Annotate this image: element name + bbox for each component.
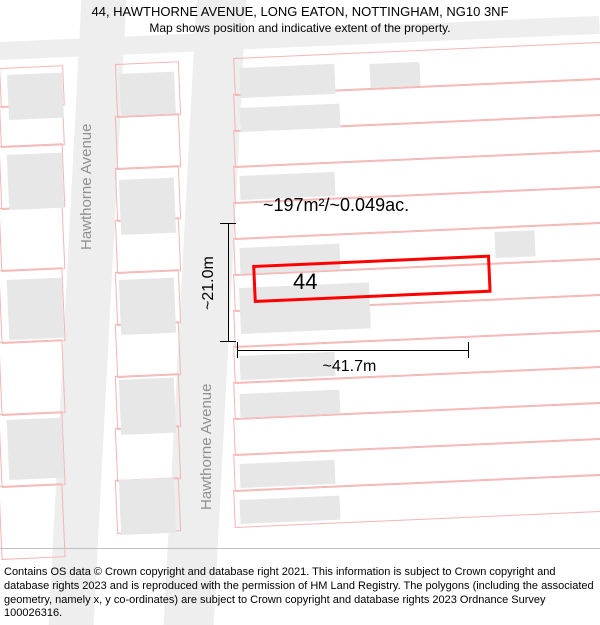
parcel-outline xyxy=(0,339,66,416)
header: 44, HAWTHORNE AVENUE, LONG EATON, NOTTIN… xyxy=(0,0,600,35)
parcel-outline xyxy=(233,114,600,168)
dim-cap-height-top xyxy=(220,223,236,224)
parcel-outline xyxy=(0,65,65,108)
parcel-outline xyxy=(115,165,181,222)
dim-cap-height-bottom xyxy=(220,341,236,342)
parcel-outline xyxy=(115,373,181,430)
copyright-footer: Contains OS data © Crown copyright and d… xyxy=(4,566,596,621)
parcel-outline xyxy=(115,269,181,326)
road-vertical-left xyxy=(49,0,127,625)
road-label-right: Hawthorne Avenue xyxy=(198,384,215,510)
building-footprint xyxy=(7,278,65,340)
property-address: 44, HAWTHORNE AVENUE, LONG EATON, NOTTIN… xyxy=(0,0,600,19)
dim-label-height: ~21.0m xyxy=(200,256,218,310)
parcel-outline xyxy=(233,294,600,348)
road-label-left: Hawthorne Avenue xyxy=(78,124,95,250)
parcel-outline xyxy=(115,217,181,274)
footer-rule xyxy=(0,548,600,549)
building-footprint xyxy=(7,418,65,480)
building-footprint xyxy=(239,64,335,98)
building-footprint xyxy=(119,178,176,235)
dim-line-width xyxy=(237,350,468,351)
parcel-outline xyxy=(233,474,600,528)
parcel-outline xyxy=(233,330,600,384)
building-footprint xyxy=(239,496,340,524)
parcel-outline xyxy=(233,78,600,132)
map-canvas: Hawthorne Avenue Hawthorne Avenue 44 ~21… xyxy=(0,0,600,625)
dim-cap-width-right xyxy=(468,342,469,358)
parcel-outline xyxy=(115,113,181,170)
building-footprint xyxy=(239,460,335,488)
parcel-outline xyxy=(233,402,600,456)
building-footprint xyxy=(7,73,64,120)
header-subtitle: Map shows position and indicative extent… xyxy=(0,19,600,35)
dim-label-width: ~41.7m xyxy=(323,358,377,376)
building-footprint xyxy=(239,352,335,380)
parcel-outline xyxy=(0,143,65,210)
building-footprint xyxy=(119,478,176,535)
building-footprint xyxy=(7,153,64,210)
area-label: ~197m²/~0.049ac. xyxy=(263,195,409,216)
building-footprint xyxy=(369,62,420,88)
building-footprint xyxy=(239,390,340,418)
parcel-outline xyxy=(233,366,600,420)
parcel-outline xyxy=(115,321,181,378)
dim-line-height xyxy=(228,223,229,341)
road-vertical-right xyxy=(164,0,247,625)
house-number: 44 xyxy=(293,269,317,295)
parcel-outline xyxy=(0,205,65,272)
parcel-outline xyxy=(0,267,66,344)
building-footprint xyxy=(239,104,340,132)
dim-cap-width-left xyxy=(237,342,238,358)
parcel-outline xyxy=(233,438,600,492)
building-footprint xyxy=(119,72,176,116)
building-footprint xyxy=(119,278,176,335)
parcel-outline xyxy=(0,103,65,148)
parcel-outline xyxy=(233,42,600,96)
property-highlight xyxy=(252,255,491,303)
building-footprint xyxy=(494,230,535,258)
parcel-outline xyxy=(115,61,181,118)
building-footprint xyxy=(119,378,176,435)
